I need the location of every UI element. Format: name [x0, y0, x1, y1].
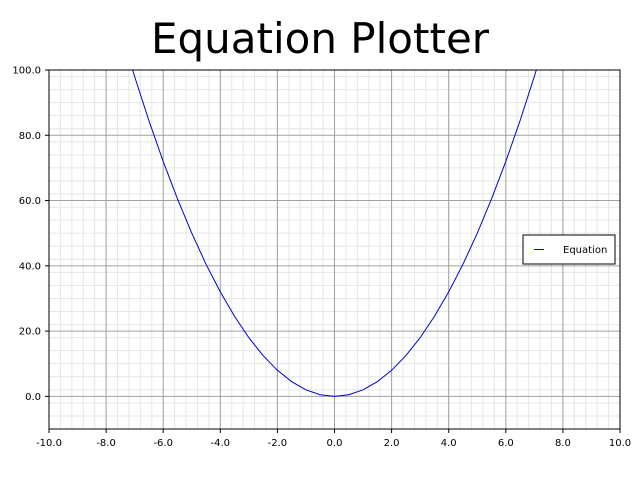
legend-label: Equation: [563, 245, 607, 256]
chart-title: Equation Plotter: [150, 14, 490, 63]
x-tick-label: 4.0: [441, 438, 457, 449]
y-tick-label: 80.0: [19, 131, 41, 142]
y-tick-label: 20.0: [19, 327, 41, 338]
series-layer: [49, 69, 620, 397]
axis-ticks: -10.0 -8.0 -6.0 -4.0 -2.0 0.0 2.0 4.0 6.0 8.0 10.0…: [12, 66, 631, 450]
x-tick-label: 10.0: [609, 438, 631, 449]
x-tick-label: -2.0: [268, 438, 288, 449]
x-tick-label: -8.0: [96, 438, 116, 449]
series-line: [49, 69, 620, 397]
x-tick-label: -10.0: [36, 438, 62, 449]
x-tick-label: 0.0: [327, 438, 343, 449]
x-tick-label: -6.0: [153, 438, 173, 449]
y-tick-label: 60.0: [19, 196, 41, 207]
x-tick-label: 8.0: [555, 438, 571, 449]
x-tick-label: 6.0: [498, 438, 514, 449]
x-tick-label: 2.0: [384, 438, 400, 449]
y-tick-label: 0.0: [25, 392, 41, 403]
y-tick-label: 100.0: [12, 66, 41, 77]
x-tick-label: -4.0: [211, 438, 231, 449]
y-tick-label: 40.0: [19, 261, 41, 272]
legend: Equation: [522, 234, 616, 265]
